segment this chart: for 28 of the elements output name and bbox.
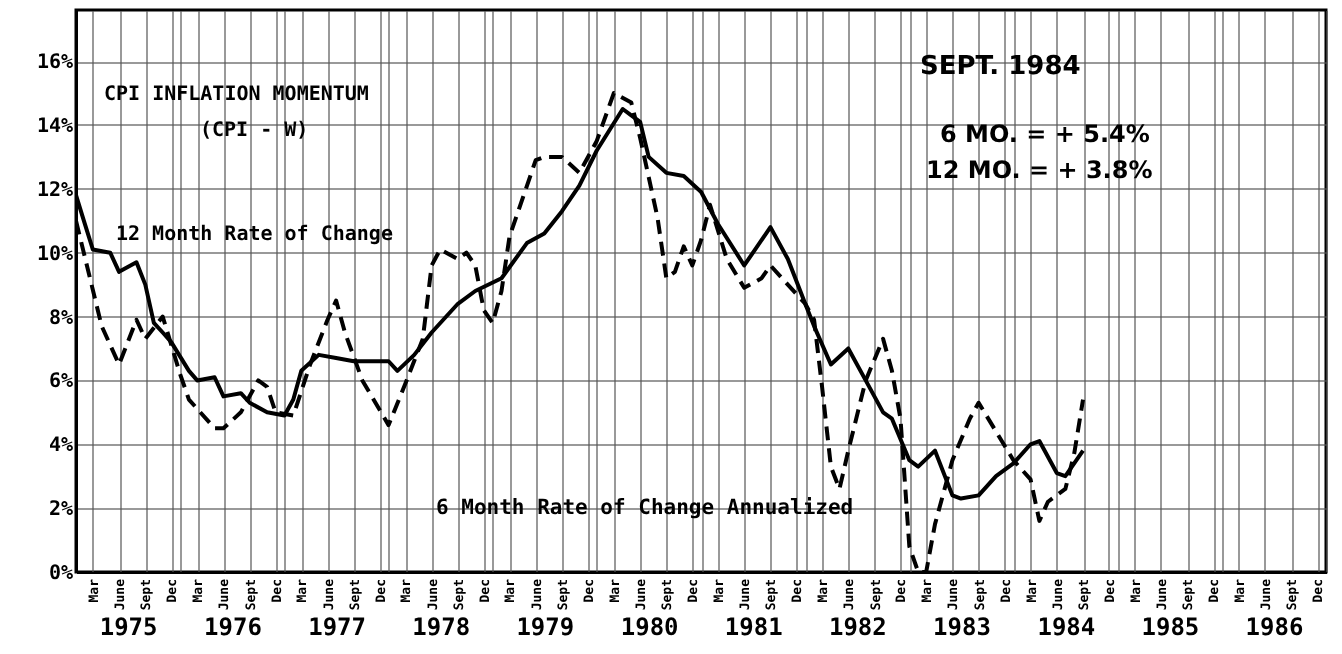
x2-tick-label: 1984 (1037, 613, 1096, 641)
text: (CPI - W) (200, 120, 309, 142)
y-tick-label: 12% (36, 179, 73, 202)
y-tick-label: 8% (48, 307, 73, 330)
x2-tick-label: 1977 (308, 613, 366, 641)
y-tick-label: 6% (48, 371, 73, 394)
y-tick-label: 0% (48, 563, 73, 585)
annotation: 6 MO. = + 5.4% (940, 120, 1150, 148)
x2-tick-label: 1979 (516, 613, 575, 641)
y-tick-label: 10% (36, 243, 73, 266)
x2-tick-label: 1978 (412, 613, 471, 641)
x2-tick-label: 1983 (933, 613, 991, 641)
x2-tick-label: 1976 (204, 613, 262, 641)
y-tick-label: 4% (48, 435, 73, 458)
x2-tick-label: 1975 (99, 613, 158, 641)
y-tick-label: 14% (36, 115, 73, 138)
x2-tick-label: 1986 (1245, 613, 1304, 641)
y-tick-label: 16% (36, 52, 73, 75)
y-tick-label: 2% (48, 499, 73, 522)
x2-tick-label: 1985 (1141, 613, 1200, 641)
series-label: 12 Month Rate of Change (116, 224, 393, 246)
x2-tick-label: 1981 (724, 613, 783, 641)
annotation: 12 MO. = + 3.8% (926, 156, 1153, 184)
x2-tick-label: 1982 (828, 613, 887, 641)
text: CPI INFLATION MOMENTUM (104, 84, 369, 106)
series-label: 6 Month Rate of Change Annualized (436, 496, 854, 520)
x2-tick-label: 1980 (620, 613, 679, 641)
annotation: SEPT. 1984 (920, 52, 1081, 82)
